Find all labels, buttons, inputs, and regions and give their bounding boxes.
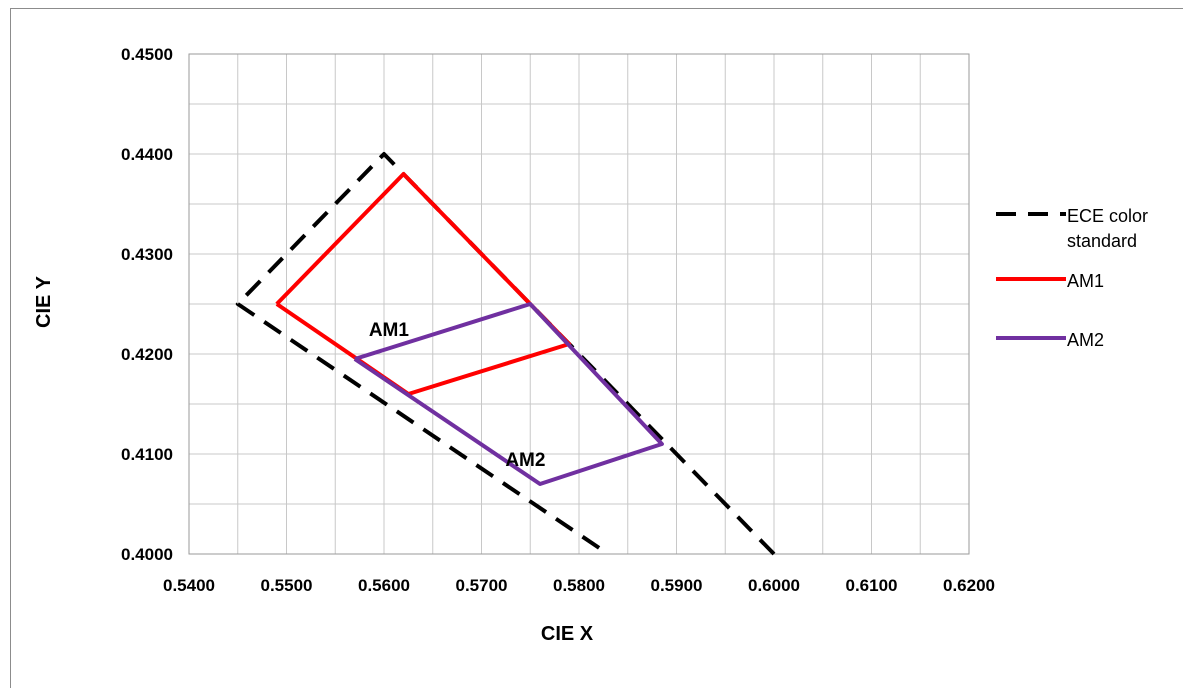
legend: ECE color standard AM1 AM2 bbox=[996, 206, 1148, 350]
legend-label: AM2 bbox=[1067, 330, 1104, 350]
series-line-2 bbox=[353, 302, 664, 486]
y-tick-label: 0.4100 bbox=[121, 445, 173, 464]
series-layer bbox=[235, 152, 776, 556]
tick-labels: 0.5400 0.5500 0.5600 0.5700 0.5800 0.5900 0.60… bbox=[121, 45, 995, 595]
chart-frame bbox=[10, 8, 1183, 688]
y-tick-label: 0.4500 bbox=[121, 45, 173, 64]
legend-label: AM1 bbox=[1067, 271, 1104, 291]
x-tick-label: 0.5600 bbox=[358, 576, 410, 595]
legend-label: standard bbox=[1067, 231, 1137, 251]
plot-area-border bbox=[188, 53, 970, 555]
y-tick-label: 0.4200 bbox=[121, 345, 173, 364]
annotation-label: AM2 bbox=[505, 450, 545, 471]
x-tick-label: 0.6000 bbox=[748, 576, 800, 595]
x-axis-title: CIE X bbox=[541, 623, 594, 645]
x-tick-label: 0.5700 bbox=[456, 576, 508, 595]
x-tick-label: 0.5800 bbox=[553, 576, 605, 595]
y-tick-label: 0.4300 bbox=[121, 245, 173, 264]
annotations: AM1 AM2 bbox=[369, 320, 546, 471]
chart: 0.5400 0.5500 0.5600 0.5700 0.5800 0.5900 0.60… bbox=[33, 45, 1148, 645]
y-tick-label: 0.4400 bbox=[121, 145, 173, 164]
x-tick-label: 0.6100 bbox=[846, 576, 898, 595]
x-tick-label: 0.6200 bbox=[943, 576, 995, 595]
x-tick-label: 0.5900 bbox=[651, 576, 703, 595]
x-tick-label: 0.5400 bbox=[163, 576, 215, 595]
y-axis-title: CIE Y bbox=[33, 275, 55, 328]
y-tick-label: 0.4000 bbox=[121, 545, 173, 564]
grid bbox=[188, 53, 970, 555]
legend-label: ECE color bbox=[1067, 206, 1148, 226]
annotation-label: AM1 bbox=[369, 320, 410, 341]
x-tick-label: 0.5500 bbox=[261, 576, 313, 595]
